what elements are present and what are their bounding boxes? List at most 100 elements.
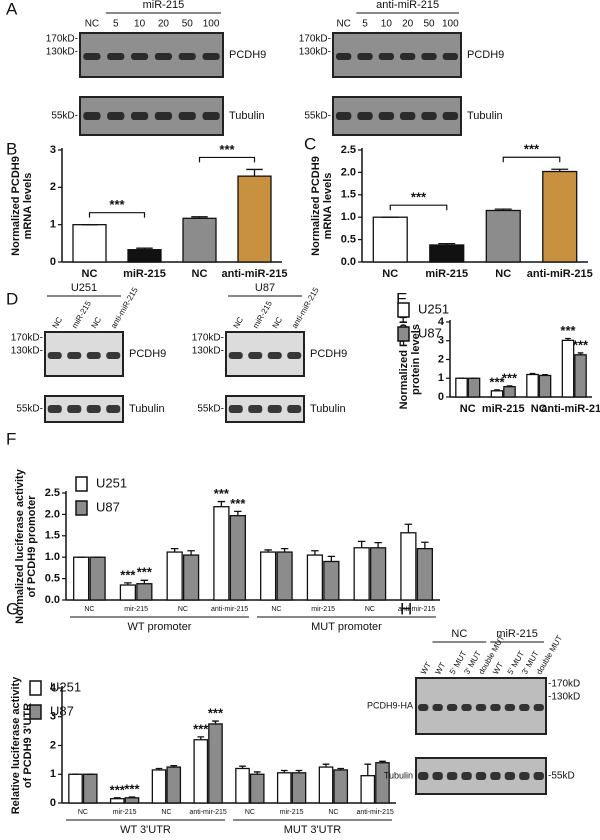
y-axis-label: Normalized PCDH9 bbox=[310, 156, 322, 256]
bar bbox=[119, 584, 137, 601]
band bbox=[106, 405, 121, 413]
error-bar bbox=[379, 760, 386, 763]
significance: *** bbox=[230, 496, 246, 511]
group-label: MUT 3'UTR bbox=[284, 824, 342, 836]
band bbox=[490, 772, 501, 780]
x-tick-label: NC bbox=[161, 809, 171, 816]
lane-label: anti-miR-215 bbox=[109, 285, 140, 330]
significance: *** bbox=[193, 721, 209, 736]
y-axis-label: Relative luciferase activity bbox=[10, 676, 22, 814]
x-tick-label: anti-mir-215 bbox=[356, 809, 393, 816]
size-marker: 170kD- bbox=[46, 34, 78, 45]
bar bbox=[182, 554, 200, 601]
y-axis-label: Normalized PCDH9 bbox=[398, 310, 410, 410]
y-tick-label: 0.0 bbox=[341, 256, 356, 268]
bar bbox=[416, 547, 433, 601]
band bbox=[67, 405, 82, 413]
error-bar bbox=[155, 767, 163, 770]
y-tick-label: 2 bbox=[438, 353, 444, 365]
y-tick-label: 4 bbox=[50, 682, 57, 694]
size-marker: -130kD bbox=[548, 692, 580, 703]
y-axis-label: mRNA levels bbox=[322, 173, 334, 240]
bar bbox=[208, 723, 223, 804]
bar bbox=[237, 175, 272, 263]
band bbox=[432, 772, 443, 780]
band bbox=[248, 405, 263, 413]
size-marker: 55kD- bbox=[51, 111, 78, 122]
x-tick-label: mir-215 bbox=[280, 809, 304, 816]
error-bar bbox=[246, 168, 263, 177]
band bbox=[533, 704, 544, 711]
bar bbox=[542, 170, 578, 263]
y-tick-label: 3 bbox=[438, 335, 444, 347]
y-tick-label: 0.0 bbox=[45, 594, 60, 606]
significance: *** bbox=[489, 374, 505, 389]
bar bbox=[538, 374, 552, 398]
bar bbox=[182, 217, 217, 263]
significance: *** bbox=[120, 567, 136, 582]
error-bar bbox=[136, 247, 153, 250]
y-tick-label: 3 bbox=[50, 711, 56, 723]
x-tick-label: NC bbox=[460, 403, 476, 415]
y-tick-label: 2.5 bbox=[45, 487, 60, 499]
size-marker: 55kD- bbox=[16, 404, 43, 415]
error-bar bbox=[113, 797, 121, 799]
panel-label: A bbox=[6, 0, 18, 18]
band bbox=[131, 53, 149, 60]
band bbox=[442, 112, 459, 120]
x-tick-label: anti-miR-215 bbox=[221, 268, 287, 280]
size-marker: 170kD- bbox=[11, 333, 43, 344]
lane-label: 5 bbox=[113, 19, 119, 30]
blot-membrane bbox=[332, 96, 462, 136]
bracket bbox=[389, 204, 448, 211]
x-tick-label: miR-215 bbox=[123, 268, 166, 280]
lane-label: 50 bbox=[423, 19, 435, 30]
x-tick-label: anti-miR-215 bbox=[527, 268, 593, 280]
error-bar bbox=[364, 763, 372, 776]
group-label: U251 bbox=[71, 282, 97, 294]
protein-label: PCDH9-HA bbox=[367, 700, 413, 710]
legend-label: U251 bbox=[50, 679, 81, 694]
bar bbox=[291, 772, 307, 804]
bar bbox=[306, 554, 324, 601]
lane-label: NC bbox=[85, 19, 99, 30]
significance: *** bbox=[124, 781, 140, 796]
x-tick-label: anti-mir-215 bbox=[211, 606, 248, 613]
x-tick-label: NC bbox=[178, 606, 188, 613]
band bbox=[378, 112, 395, 120]
band bbox=[446, 704, 458, 711]
y-tick-label: 0 bbox=[50, 797, 56, 809]
size-marker: 170kD- bbox=[192, 333, 224, 344]
significance: *** bbox=[214, 486, 230, 501]
x-tick-label: mir-215 bbox=[311, 606, 335, 613]
lane-label: 10 bbox=[381, 19, 393, 30]
error-bar bbox=[170, 764, 178, 768]
bar bbox=[467, 377, 481, 398]
protein-label: Tubulin bbox=[467, 110, 503, 122]
group-label: WT promoter bbox=[128, 621, 192, 633]
protein-label: PCDH9 bbox=[310, 348, 347, 360]
protein-label: Tubulin bbox=[229, 110, 265, 122]
band bbox=[490, 704, 501, 711]
lane-label: 100 bbox=[442, 19, 459, 30]
bar bbox=[260, 551, 277, 601]
bar bbox=[323, 560, 340, 601]
size-marker: -55kD bbox=[548, 771, 575, 782]
bar bbox=[193, 739, 209, 804]
y-tick-label: 2 bbox=[50, 739, 56, 751]
bar bbox=[229, 515, 246, 601]
lane-label: anti-miR-215 bbox=[290, 285, 321, 330]
band bbox=[267, 405, 282, 413]
band bbox=[86, 352, 101, 359]
band bbox=[432, 704, 443, 711]
x-tick-label: mir-215 bbox=[113, 809, 137, 816]
group-label: miR-215 bbox=[143, 0, 185, 11]
bar bbox=[375, 762, 390, 804]
bar bbox=[82, 773, 98, 804]
error-bar bbox=[191, 216, 208, 219]
band bbox=[287, 352, 302, 359]
protein-label: PCDH9 bbox=[129, 348, 166, 360]
band bbox=[418, 704, 429, 711]
blot-membrane bbox=[79, 32, 224, 78]
lane-label: WT bbox=[433, 661, 447, 676]
